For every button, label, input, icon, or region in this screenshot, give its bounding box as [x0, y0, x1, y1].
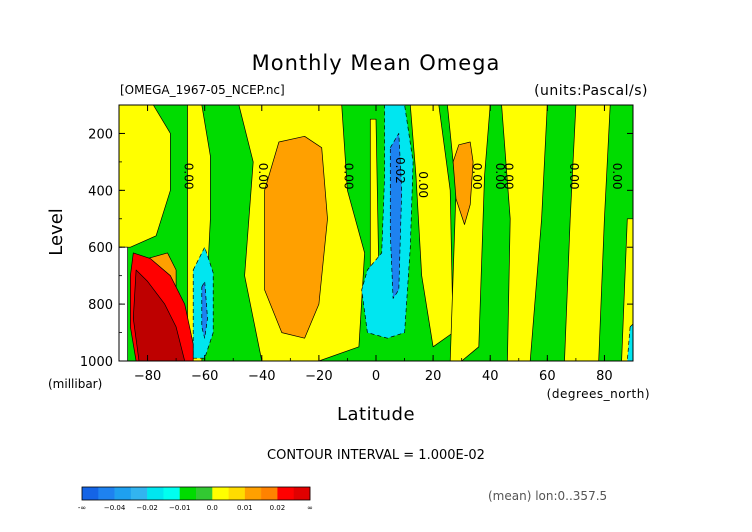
colorbar-swatch — [130, 487, 148, 500]
colorbar-swatch — [228, 487, 246, 500]
x-axis: −80 −60 −40 −20 0 20 40 60 80 — [118, 105, 634, 384]
colorbar-swatch — [293, 487, 311, 500]
colorbar-swatch — [147, 487, 164, 500]
contour-regions — [119, 105, 633, 361]
file-label: [OMEGA_1967-05_NCEP.nc] — [120, 83, 285, 97]
plot-area: 0.00 0.00 0.00 0.020.00 0.00 0.000.00 0.00 0.00 — [118, 104, 634, 362]
contour-region-blob-cyan-pole — [626, 323, 633, 361]
x-tick-label: 40 — [482, 369, 499, 384]
units-label: (units:Pascal/s) — [534, 83, 648, 99]
y-tick-label: 1000 — [80, 355, 113, 370]
contour-region-band-yellow-north2 — [501, 105, 548, 361]
contour-label: 0.00 — [182, 163, 196, 190]
colorbar-tick-label: −0.01 — [169, 504, 190, 512]
contour-label: 0.00 — [342, 163, 356, 190]
contour-label: 0.00 — [610, 163, 624, 190]
colorbar-swatch — [212, 487, 229, 500]
colorbar-swatch — [277, 487, 295, 500]
colorbar-tick-label: 0.02 — [270, 504, 286, 512]
x-tick-label: −80 — [134, 369, 161, 384]
y-axis: 200 400 600 800 1000 — [80, 104, 633, 370]
contour-label: 0.00 — [567, 163, 581, 190]
x-tick-label: −60 — [191, 369, 218, 384]
contour-region-blob-blue-south — [201, 281, 208, 339]
y-tick-label: 400 — [88, 184, 113, 199]
contour-label: 0.00 — [502, 163, 516, 190]
contour-label: 0.00 — [256, 163, 270, 190]
contour-label: 0.02 — [393, 157, 407, 184]
y-tick-label: 800 — [88, 298, 113, 313]
colorbar-tick-label: -∞ — [78, 504, 86, 512]
colorbar-tick-label: ∞ — [307, 504, 313, 512]
colorbar-swatch — [82, 487, 99, 500]
contour-label: 0.00 — [470, 163, 484, 190]
contour-region-blob-orange-nh — [452, 141, 474, 225]
colorbar-tick-label: −0.04 — [104, 504, 126, 512]
colorbar-tick-label: 0.0 — [207, 504, 218, 512]
x-tick-label: 80 — [596, 369, 613, 384]
contour-region-blob-blue-eq — [389, 133, 403, 299]
colorbar-frame — [81, 486, 311, 501]
colorbar-swatch — [179, 487, 197, 500]
footer-note: (mean) lon:0..357.5 — [488, 489, 607, 503]
colorbar-swatch — [244, 487, 262, 500]
x-tick-label: 60 — [539, 369, 556, 384]
contour-region-blob-darkred-sw — [132, 269, 186, 361]
x-axis-label: Latitude — [337, 404, 415, 425]
colorbar: -∞ −0.04 −0.02 −0.01 0.0 0.01 0.02 ∞ — [78, 486, 313, 512]
y-tick-label: 600 — [88, 241, 113, 256]
colorbar-swatch — [163, 487, 181, 500]
x-tick-label: 20 — [425, 369, 442, 384]
colorbar-swatch — [196, 487, 213, 500]
contour-region-band-yellow-polar — [564, 105, 611, 361]
colorbar-swatch — [261, 487, 278, 500]
x-tick-label: −40 — [248, 369, 275, 384]
x-units-label: (degrees_north) — [547, 387, 650, 401]
x-tick-label: 0 — [372, 369, 380, 384]
y-units-label: (millibar) — [48, 377, 102, 391]
colorbar-tick-label: −0.02 — [136, 504, 157, 512]
contour-labels: 0.00 0.00 0.00 0.020.00 0.00 0.000.00 0.00 0.00 — [182, 157, 624, 198]
contour-region-band-yellow-eq-n — [409, 105, 454, 348]
contour-label: 0.00 — [493, 163, 507, 190]
y-axis-label: Level — [46, 208, 67, 256]
contour-label: 0.00 — [416, 171, 430, 198]
contour-interval-text: CONTOUR INTERVAL = 1.000E-02 — [267, 448, 485, 463]
colorbar-tick-label: 0.01 — [237, 504, 253, 512]
colorbar-swatch — [98, 487, 115, 500]
x-tick-label: −20 — [305, 369, 332, 384]
chart-title: Monthly Mean Omega — [252, 51, 501, 75]
y-tick-label: 200 — [88, 127, 113, 142]
contour-region-band-yellow-pole — [621, 218, 633, 361]
contour-region-blob-orange-subtropic — [264, 135, 328, 339]
colorbar-swatch — [114, 487, 132, 500]
